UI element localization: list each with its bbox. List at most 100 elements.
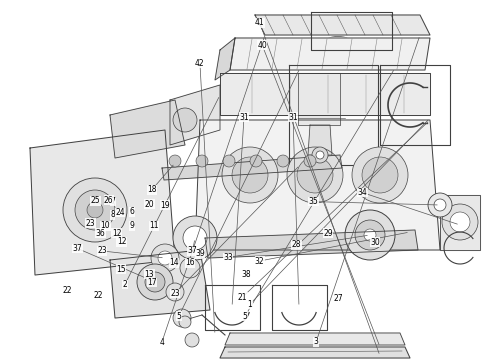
- Circle shape: [428, 193, 452, 217]
- Text: 32: 32: [255, 256, 265, 266]
- Text: 25: 25: [91, 197, 100, 206]
- Polygon shape: [170, 85, 220, 145]
- Circle shape: [355, 220, 385, 250]
- Text: 11: 11: [149, 221, 159, 230]
- Circle shape: [196, 155, 208, 167]
- Text: 12: 12: [117, 238, 126, 247]
- Polygon shape: [440, 195, 480, 250]
- Text: 8: 8: [110, 210, 115, 220]
- Text: 12: 12: [112, 229, 122, 238]
- Circle shape: [137, 264, 173, 300]
- Circle shape: [364, 229, 376, 241]
- Text: 29: 29: [323, 229, 333, 238]
- Text: 18: 18: [147, 185, 157, 194]
- Circle shape: [297, 157, 333, 193]
- Text: 34: 34: [358, 188, 368, 197]
- Circle shape: [169, 155, 181, 167]
- Text: 14: 14: [169, 258, 179, 267]
- Text: 5: 5: [243, 311, 247, 320]
- Circle shape: [183, 226, 207, 250]
- Polygon shape: [298, 73, 340, 125]
- Polygon shape: [225, 333, 405, 345]
- Text: 5: 5: [176, 311, 181, 320]
- Text: 15: 15: [116, 265, 126, 274]
- Polygon shape: [215, 38, 235, 80]
- Text: 38: 38: [241, 270, 251, 279]
- Circle shape: [434, 199, 446, 211]
- Polygon shape: [230, 38, 430, 70]
- Circle shape: [166, 283, 184, 301]
- Polygon shape: [110, 100, 185, 158]
- Text: 23: 23: [170, 289, 180, 298]
- Text: 17: 17: [147, 278, 157, 287]
- Circle shape: [173, 108, 197, 132]
- Text: 22: 22: [93, 291, 103, 300]
- Polygon shape: [220, 73, 430, 115]
- Text: 39: 39: [195, 249, 205, 258]
- Text: 27: 27: [333, 294, 343, 303]
- Text: 28: 28: [292, 240, 301, 249]
- Text: 10: 10: [100, 221, 110, 230]
- Circle shape: [173, 216, 217, 260]
- Text: 1: 1: [247, 300, 252, 309]
- Circle shape: [352, 147, 408, 203]
- Circle shape: [75, 190, 115, 230]
- Text: 7: 7: [110, 197, 115, 206]
- Circle shape: [232, 157, 268, 193]
- Circle shape: [173, 309, 191, 327]
- Circle shape: [345, 210, 395, 260]
- Circle shape: [185, 333, 199, 347]
- Circle shape: [158, 251, 172, 265]
- Circle shape: [362, 157, 398, 193]
- Text: 21: 21: [238, 292, 247, 302]
- Text: 30: 30: [370, 238, 380, 247]
- Text: 16: 16: [185, 258, 195, 267]
- Text: 4: 4: [159, 338, 164, 347]
- Text: 2: 2: [122, 280, 127, 289]
- Text: 36: 36: [96, 229, 105, 238]
- Text: 23: 23: [86, 219, 96, 228]
- Text: 13: 13: [145, 270, 154, 279]
- Text: 3: 3: [314, 338, 318, 346]
- Circle shape: [180, 258, 200, 278]
- Circle shape: [179, 316, 191, 328]
- Polygon shape: [205, 230, 418, 258]
- Polygon shape: [195, 120, 440, 250]
- Polygon shape: [220, 347, 410, 358]
- Text: 35: 35: [309, 197, 318, 206]
- Text: 31: 31: [288, 113, 298, 122]
- Text: 41: 41: [255, 18, 265, 27]
- Text: 22: 22: [63, 287, 73, 295]
- Text: 37: 37: [73, 244, 82, 253]
- Polygon shape: [30, 130, 175, 275]
- Polygon shape: [308, 125, 332, 155]
- Circle shape: [151, 244, 179, 272]
- Circle shape: [316, 151, 324, 159]
- Circle shape: [222, 147, 278, 203]
- Text: 40: 40: [257, 41, 267, 50]
- Text: 6: 6: [130, 207, 135, 216]
- Circle shape: [442, 204, 478, 240]
- Text: 9: 9: [130, 221, 135, 230]
- Text: 42: 42: [195, 59, 205, 68]
- Text: 20: 20: [145, 199, 154, 209]
- Text: 26: 26: [104, 196, 114, 205]
- Circle shape: [287, 147, 343, 203]
- Text: 24: 24: [115, 208, 125, 217]
- Text: 19: 19: [160, 201, 170, 210]
- Text: 31: 31: [239, 113, 249, 122]
- Circle shape: [277, 155, 289, 167]
- Text: 37: 37: [188, 247, 197, 256]
- Circle shape: [450, 212, 470, 232]
- Circle shape: [304, 155, 316, 167]
- Polygon shape: [162, 155, 342, 180]
- Circle shape: [223, 155, 235, 167]
- Polygon shape: [255, 15, 430, 35]
- Text: 23: 23: [97, 247, 107, 256]
- Circle shape: [87, 202, 103, 218]
- Circle shape: [312, 147, 328, 163]
- Circle shape: [63, 178, 127, 242]
- Circle shape: [250, 155, 262, 167]
- Circle shape: [145, 272, 165, 292]
- Text: 33: 33: [223, 253, 233, 262]
